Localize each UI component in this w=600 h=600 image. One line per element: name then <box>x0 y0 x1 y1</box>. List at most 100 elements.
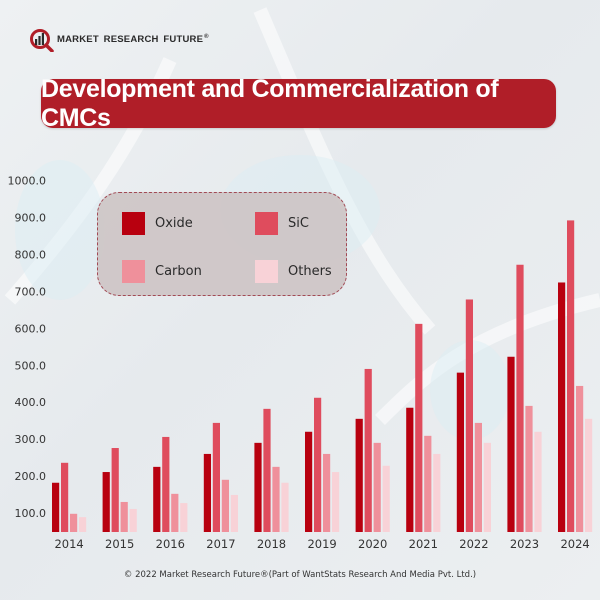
legend-swatch-carbon <box>122 260 145 283</box>
x-tick-label: 2023 <box>510 537 539 551</box>
bar-group-2014 <box>52 462 87 532</box>
bar-carbon-2018 <box>272 466 280 532</box>
y-tick-label: 700.0 <box>15 285 47 298</box>
bar-group-2020 <box>355 368 390 532</box>
x-tick-label: 2024 <box>560 537 589 551</box>
bar-group-2024 <box>558 220 593 532</box>
bar-others-2022 <box>483 442 491 532</box>
bar-others-2017 <box>230 494 238 532</box>
bar-others-2016 <box>180 503 188 532</box>
bar-oxide-2019 <box>305 431 313 532</box>
bar-oxide-2018 <box>254 442 262 532</box>
bar-sic-2024 <box>567 220 575 532</box>
bar-others-2015 <box>129 508 137 532</box>
x-tick-label: 2018 <box>257 537 286 551</box>
bars <box>52 220 593 532</box>
bar-group-2017 <box>203 422 238 532</box>
bar-oxide-2020 <box>355 418 363 532</box>
bar-sic-2017 <box>212 422 220 532</box>
bar-others-2021 <box>433 453 441 532</box>
bar-carbon-2015 <box>120 501 128 532</box>
bar-oxide-2016 <box>153 466 161 532</box>
bar-carbon-2017 <box>221 479 229 532</box>
footer-copyright: © 2022 Market Research Future®(Part of W… <box>123 570 477 580</box>
legend-swatch-oxide <box>122 212 145 235</box>
y-tick-label: 300.0 <box>15 433 47 446</box>
chart-title: Development and Commercialization of CMC… <box>41 75 556 132</box>
legend-label-oxide: Oxide <box>155 216 193 231</box>
bar-carbon-2023 <box>525 405 533 532</box>
bar-carbon-2024 <box>576 385 584 532</box>
bar-oxide-2017 <box>203 453 211 532</box>
bar-others-2019 <box>332 472 340 532</box>
bar-carbon-2016 <box>171 493 179 532</box>
bar-carbon-2022 <box>474 422 482 532</box>
x-tick-label: 2021 <box>409 537 438 551</box>
bar-carbon-2021 <box>424 435 432 532</box>
y-tick-label: 500.0 <box>15 359 47 372</box>
x-tick-label: 2020 <box>358 537 387 551</box>
bar-group-2023 <box>507 264 542 532</box>
brand-logo: MARKET RESEARCH FUTURE® <box>30 28 209 53</box>
brand-name: MARKET RESEARCH FUTURE® <box>57 34 209 45</box>
bar-group-2019 <box>305 397 340 532</box>
x-tick-label: 2019 <box>307 537 336 551</box>
bar-oxide-2015 <box>102 472 110 532</box>
bar-others-2020 <box>382 465 390 532</box>
bar-group-2018 <box>254 408 289 532</box>
legend-swatch-sic <box>255 212 278 235</box>
y-tick-label: 100.0 <box>15 507 47 520</box>
bar-oxide-2014 <box>52 482 60 532</box>
bar-carbon-2019 <box>323 453 331 532</box>
y-tick-label: 600.0 <box>15 322 47 335</box>
chart-legend: Oxide SiC Carbon Others <box>97 192 347 296</box>
bar-others-2024 <box>585 418 593 532</box>
bar-group-2022 <box>456 299 491 532</box>
y-tick-label: 1000.0 <box>8 175 47 188</box>
brand-name-text: MARKET RESEARCH FUTURE <box>57 34 204 46</box>
bar-oxide-2021 <box>406 407 414 532</box>
legend-label-others: Others <box>288 264 332 279</box>
bar-group-2016 <box>153 436 188 532</box>
y-axis: 100.0 200.0 300.0 400.0 500.0 600.0 700.0 800.0… <box>8 175 47 521</box>
y-tick-label: 800.0 <box>15 248 47 261</box>
registered-mark: ® <box>204 34 209 41</box>
bar-carbon-2020 <box>373 442 381 532</box>
legend-item-oxide: Oxide <box>122 212 193 235</box>
bar-sic-2014 <box>61 462 69 532</box>
bar-sic-2018 <box>263 408 271 532</box>
bar-sic-2015 <box>111 448 119 532</box>
bar-others-2023 <box>534 431 542 532</box>
bar-group-2015 <box>102 448 137 532</box>
legend-label-carbon: Carbon <box>155 264 202 279</box>
bar-sic-2019 <box>314 397 322 532</box>
bar-others-2014 <box>79 517 87 532</box>
bar-group-2021 <box>406 323 441 532</box>
x-tick-label: 2017 <box>206 537 235 551</box>
bar-oxide-2023 <box>507 356 515 532</box>
y-tick-label: 200.0 <box>15 470 47 483</box>
bar-sic-2020 <box>364 368 372 532</box>
bar-sic-2023 <box>516 264 524 532</box>
x-axis: 2014 2015 2016 2017 2018 2019 2020 2021 2022 2023… <box>54 537 589 551</box>
legend-label-sic: SiC <box>288 216 309 231</box>
x-tick-label: 2016 <box>156 537 185 551</box>
bar-sic-2021 <box>415 323 423 532</box>
y-tick-label: 900.0 <box>15 211 47 224</box>
bar-sic-2016 <box>162 436 170 532</box>
legend-item-carbon: Carbon <box>122 260 202 283</box>
bar-oxide-2022 <box>456 372 464 532</box>
x-tick-label: 2022 <box>459 537 488 551</box>
bar-carbon-2014 <box>70 513 78 532</box>
logo-icon <box>30 28 54 53</box>
x-tick-label: 2015 <box>105 537 134 551</box>
bar-oxide-2024 <box>558 282 566 532</box>
bar-others-2018 <box>281 482 289 532</box>
legend-item-others: Others <box>255 260 332 283</box>
x-tick-label: 2014 <box>54 537 83 551</box>
bar-sic-2022 <box>465 299 473 532</box>
y-tick-label: 400.0 <box>15 396 47 409</box>
legend-item-sic: SiC <box>255 212 309 235</box>
legend-swatch-others <box>255 260 278 283</box>
